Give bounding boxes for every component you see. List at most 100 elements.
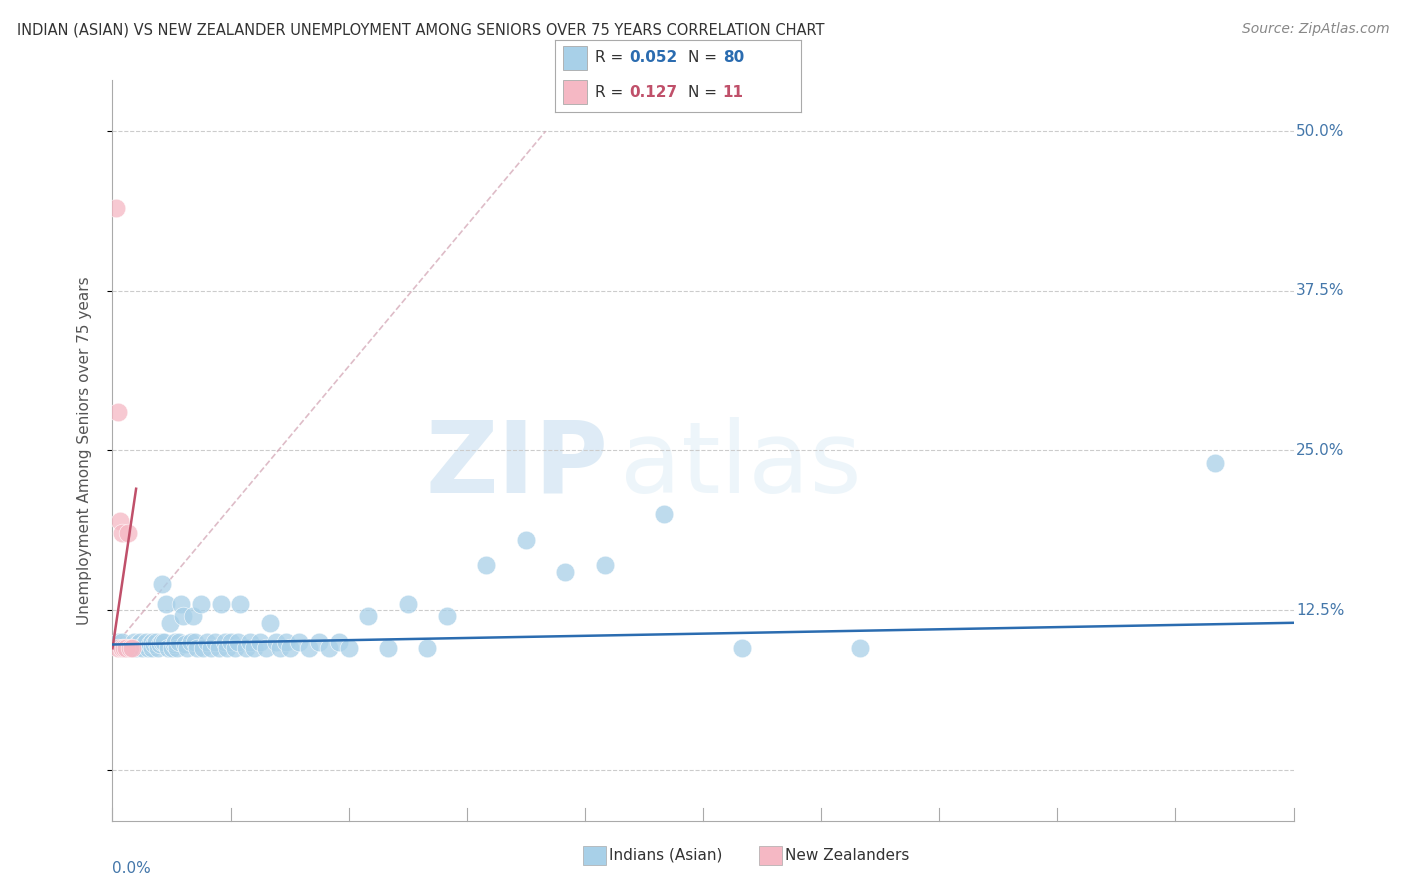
Point bbox=[156, 641, 179, 656]
Point bbox=[160, 641, 183, 656]
Point bbox=[170, 597, 193, 611]
Text: Source: ZipAtlas.com: Source: ZipAtlas.com bbox=[1241, 22, 1389, 37]
Point bbox=[125, 641, 148, 656]
Text: 50.0%: 50.0% bbox=[1296, 124, 1344, 139]
Point bbox=[139, 638, 162, 652]
Point bbox=[191, 641, 214, 656]
Point bbox=[554, 565, 576, 579]
Text: New Zealanders: New Zealanders bbox=[785, 848, 908, 863]
Point bbox=[150, 577, 173, 591]
Point bbox=[129, 635, 152, 649]
Point bbox=[111, 526, 134, 541]
Point bbox=[396, 597, 419, 611]
Text: R =: R = bbox=[595, 51, 628, 65]
Point bbox=[117, 526, 139, 541]
Y-axis label: Unemployment Among Seniors over 75 years: Unemployment Among Seniors over 75 years bbox=[77, 277, 91, 624]
Point bbox=[141, 641, 163, 656]
Point bbox=[264, 635, 287, 649]
Point bbox=[228, 635, 250, 649]
Point bbox=[121, 641, 143, 656]
Point bbox=[243, 641, 266, 656]
Point bbox=[155, 597, 177, 611]
Point bbox=[105, 201, 128, 215]
Point bbox=[357, 609, 380, 624]
Point bbox=[337, 641, 360, 656]
Point bbox=[166, 641, 188, 656]
Point bbox=[186, 641, 208, 656]
Point bbox=[107, 405, 129, 419]
Text: R =: R = bbox=[595, 85, 633, 100]
Point bbox=[184, 635, 207, 649]
Text: atlas: atlas bbox=[620, 417, 862, 514]
Point bbox=[278, 641, 301, 656]
Point bbox=[239, 635, 262, 649]
Point bbox=[195, 635, 218, 649]
Point bbox=[181, 609, 204, 624]
Point bbox=[110, 514, 132, 528]
Point bbox=[215, 641, 238, 656]
Point bbox=[162, 638, 184, 652]
Text: INDIAN (ASIAN) VS NEW ZEALANDER UNEMPLOYMENT AMONG SENIORS OVER 75 YEARS CORRELA: INDIAN (ASIAN) VS NEW ZEALANDER UNEMPLOY… bbox=[17, 22, 824, 37]
Point bbox=[249, 635, 271, 649]
Text: 37.5%: 37.5% bbox=[1296, 284, 1344, 299]
Text: ZIP: ZIP bbox=[426, 417, 609, 514]
Point bbox=[254, 641, 277, 656]
Point bbox=[269, 641, 291, 656]
Point bbox=[288, 635, 311, 649]
Point bbox=[318, 641, 340, 656]
Point bbox=[111, 635, 134, 649]
Point bbox=[593, 558, 616, 573]
Point bbox=[111, 641, 134, 656]
Point bbox=[107, 641, 129, 656]
Point bbox=[132, 638, 155, 652]
Point bbox=[135, 635, 157, 649]
Point bbox=[328, 635, 350, 649]
Point bbox=[436, 609, 458, 624]
Text: N =: N = bbox=[689, 51, 723, 65]
Text: 11: 11 bbox=[723, 85, 744, 100]
Point bbox=[200, 641, 222, 656]
Point bbox=[149, 638, 172, 652]
FancyBboxPatch shape bbox=[562, 80, 588, 104]
Point bbox=[274, 635, 297, 649]
Point bbox=[731, 641, 754, 656]
Point bbox=[136, 641, 159, 656]
Point bbox=[1204, 456, 1226, 470]
Text: 80: 80 bbox=[723, 51, 744, 65]
Point bbox=[169, 635, 191, 649]
Point bbox=[229, 597, 252, 611]
Point bbox=[515, 533, 537, 547]
Point bbox=[190, 597, 212, 611]
Point bbox=[172, 609, 194, 624]
Text: N =: N = bbox=[689, 85, 723, 100]
Point bbox=[235, 641, 257, 656]
Point bbox=[146, 641, 169, 656]
Text: 12.5%: 12.5% bbox=[1296, 602, 1344, 617]
Point bbox=[145, 635, 167, 649]
Text: 0.052: 0.052 bbox=[630, 51, 678, 65]
Point bbox=[849, 641, 872, 656]
Point bbox=[219, 635, 242, 649]
Text: 0.127: 0.127 bbox=[630, 85, 678, 100]
Point bbox=[150, 635, 173, 649]
Point bbox=[142, 638, 165, 652]
FancyBboxPatch shape bbox=[562, 45, 588, 70]
Point bbox=[180, 635, 202, 649]
Point bbox=[475, 558, 498, 573]
Point bbox=[259, 615, 281, 630]
Point bbox=[112, 641, 135, 656]
Point bbox=[127, 638, 149, 652]
Point bbox=[121, 641, 143, 656]
Point bbox=[141, 635, 163, 649]
Text: Indians (Asian): Indians (Asian) bbox=[609, 848, 723, 863]
Point bbox=[122, 635, 145, 649]
Point bbox=[115, 641, 138, 656]
Point bbox=[298, 641, 321, 656]
Point bbox=[165, 635, 187, 649]
Point bbox=[120, 641, 142, 656]
Point bbox=[117, 641, 139, 656]
Point bbox=[416, 641, 439, 656]
Point bbox=[159, 615, 181, 630]
Point bbox=[224, 641, 246, 656]
Text: 0.0%: 0.0% bbox=[112, 862, 152, 876]
